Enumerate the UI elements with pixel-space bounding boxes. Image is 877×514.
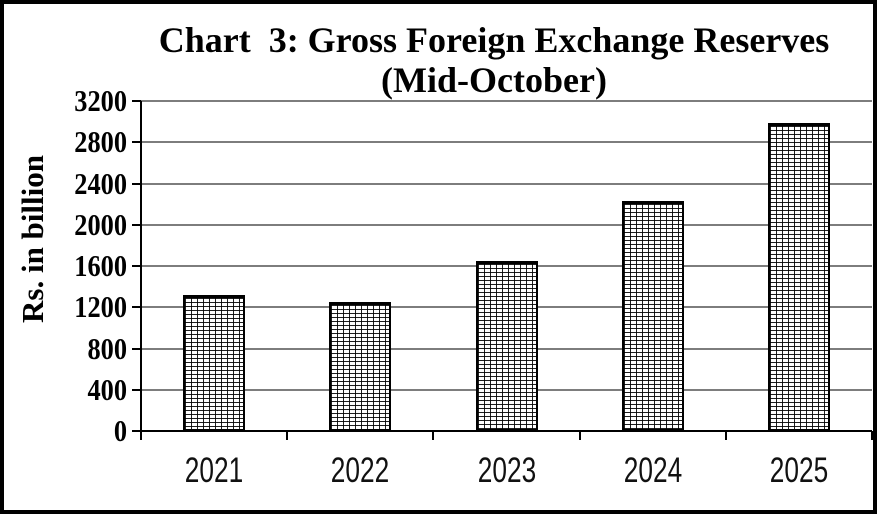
- x-tick-mark-2: [432, 431, 435, 440]
- y-axis-line: [140, 101, 142, 440]
- y-tick-label-800: 800: [87, 330, 127, 366]
- bar-2025: [767, 122, 830, 431]
- bar-2024: [621, 201, 684, 431]
- x-tick-mark-3: [578, 431, 581, 440]
- bar-2021: [183, 294, 246, 431]
- gridline-3200: [141, 100, 872, 102]
- y-tick-label-2400: 2400: [74, 165, 127, 201]
- y-tick-mark-2400: [132, 182, 141, 185]
- y-tick-label-2000: 2000: [74, 206, 127, 242]
- x-tick-mark-4: [724, 431, 727, 440]
- gridline-2000: [141, 223, 872, 226]
- x-tick-label-2022: 2022: [331, 451, 390, 490]
- y-tick-mark-1600: [132, 265, 141, 267]
- y-tick-mark-800: [132, 347, 141, 350]
- x-tick-label-2024: 2024: [623, 451, 682, 490]
- y-tick-mark-2800: [132, 141, 141, 144]
- y-tick-mark-400: [132, 388, 141, 391]
- gridline-2400: [141, 182, 872, 185]
- x-tick-mark-1: [286, 431, 289, 440]
- y-tick-mark-1200: [132, 306, 141, 309]
- y-tick-label-2800: 2800: [74, 124, 127, 160]
- y-tick-label-1600: 1600: [74, 248, 127, 283]
- y-tick-label-1200: 1200: [74, 289, 127, 325]
- y-tick-mark-0: [132, 430, 141, 432]
- bar-2022: [329, 302, 392, 431]
- x-axis-line: [140, 430, 872, 432]
- gridline-2800: [141, 141, 872, 144]
- y-tick-label-0: 0: [113, 413, 127, 448]
- y-tick-label-3200: 3200: [74, 83, 127, 118]
- chart-subtitle: (Mid-October): [381, 60, 607, 100]
- x-tick-label-2025: 2025: [769, 451, 829, 490]
- bar-2023: [475, 261, 538, 431]
- x-tick-label-2023: 2023: [477, 451, 536, 490]
- y-tick-label-400: 400: [87, 371, 127, 407]
- x-tick-label-2021: 2021: [184, 451, 244, 490]
- x-tick-mark-5: [871, 431, 873, 440]
- chart-title: Chart 3: Gross Foreign Exchange Reserves: [158, 20, 830, 60]
- y-tick-mark-3200: [132, 100, 141, 102]
- y-tick-mark-2000: [132, 223, 141, 226]
